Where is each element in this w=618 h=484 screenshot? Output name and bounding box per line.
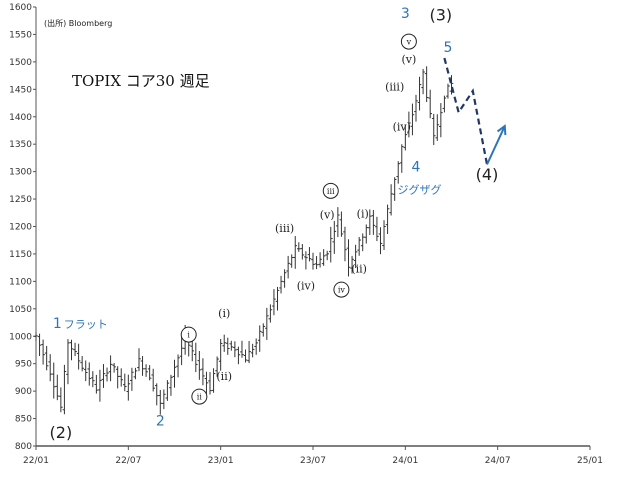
wave-label-blue: フラット <box>64 318 108 331</box>
y-tick-label: 800 <box>15 442 32 452</box>
wave-label-circled: iii <box>327 187 335 196</box>
x-axis: 22/01 22/07 23/01 23/07 24/01 24/07 25/01 <box>23 445 603 466</box>
wave-label-major: (2) <box>50 423 73 442</box>
y-axis: 800 850 900 950 1000 1050 1100 1150 1200 1250 1300… <box>9 3 37 452</box>
x-tick-label: 24/01 <box>392 456 418 466</box>
y-tick-label: 1050 <box>9 305 32 315</box>
x-tick-label: 23/07 <box>300 456 326 466</box>
wave-circle-marker <box>400 33 417 50</box>
wave-annotations: 1 フラット 2 3 5 4 ジグザグ (2) (3) (4) (i) (ii) (iii) (iv) (v… <box>50 6 499 442</box>
y-tick-label: 1150 <box>9 250 32 260</box>
y-tick-label: 1600 <box>9 3 32 13</box>
y-tick-label: 1500 <box>9 58 32 68</box>
forecast-dashed-line <box>443 57 489 165</box>
x-tick-label: 22/07 <box>115 456 141 466</box>
forecast-path <box>443 57 507 165</box>
y-tick-label: 850 <box>15 415 32 425</box>
wave-label-major: (4) <box>476 165 499 184</box>
wave-label-minor: (iii) <box>385 80 404 93</box>
wave-label-blue: 1 <box>53 316 62 332</box>
wave-circle-marker <box>333 281 350 298</box>
y-tick-label: 1250 <box>9 195 32 205</box>
y-tick-label: 1350 <box>9 140 32 150</box>
y-tick-label: 1450 <box>9 85 32 95</box>
price-bars <box>34 66 454 415</box>
wave-circle-marker <box>322 182 339 199</box>
wave-label-blue: 2 <box>156 414 165 430</box>
y-tick-label: 1300 <box>9 168 32 178</box>
wave-label-minor: (v) <box>320 208 335 221</box>
y-tick-label: 950 <box>15 360 32 370</box>
y-tick-label: 1400 <box>9 113 32 123</box>
x-tick-label: 22/01 <box>23 456 49 466</box>
y-tick-label: 1200 <box>9 223 32 233</box>
wave-label-blue: 4 <box>412 160 421 176</box>
wave-circle-marker <box>180 326 197 343</box>
wave-circle-marker <box>191 388 208 405</box>
y-tick-label: 1550 <box>9 30 32 40</box>
wave-label-circled: ii <box>197 393 203 402</box>
y-tick-label: 1100 <box>9 277 32 287</box>
wave-label-minor: (iv) <box>393 120 411 133</box>
wave-label-circled: i <box>187 331 190 340</box>
y-tick-label: 1000 <box>9 332 32 342</box>
forecast-arrow-line <box>486 125 506 165</box>
wave-label-minor: (i) <box>218 307 230 320</box>
y-tick-label: 900 <box>15 387 32 397</box>
wave-label-major: (3) <box>430 6 453 25</box>
wave-label-minor: (ii) <box>216 370 232 383</box>
forecast-arrow-head <box>496 124 507 136</box>
wave-label-minor: (ii) <box>351 263 367 276</box>
wave-label-circled: iv <box>338 286 346 295</box>
wave-label-circled: v <box>406 38 412 47</box>
chart-source: (出所) Bloomberg <box>44 18 112 28</box>
wave-label-minor: (v) <box>401 53 416 66</box>
x-tick-label: 24/07 <box>485 456 511 466</box>
chart-title: TOPIX コア30 週足 <box>72 72 210 90</box>
wave-label-blue: 5 <box>443 40 452 56</box>
wave-label-minor: (i) <box>357 208 369 221</box>
wave-label-minor: (iv) <box>297 280 315 293</box>
x-tick-label: 23/01 <box>208 456 234 466</box>
wave-label-blue: ジグザグ <box>398 183 442 197</box>
wave-label-blue: 3 <box>401 6 410 22</box>
wave-label-minor: (iii) <box>275 222 294 235</box>
x-tick-label: 25/01 <box>577 456 603 466</box>
